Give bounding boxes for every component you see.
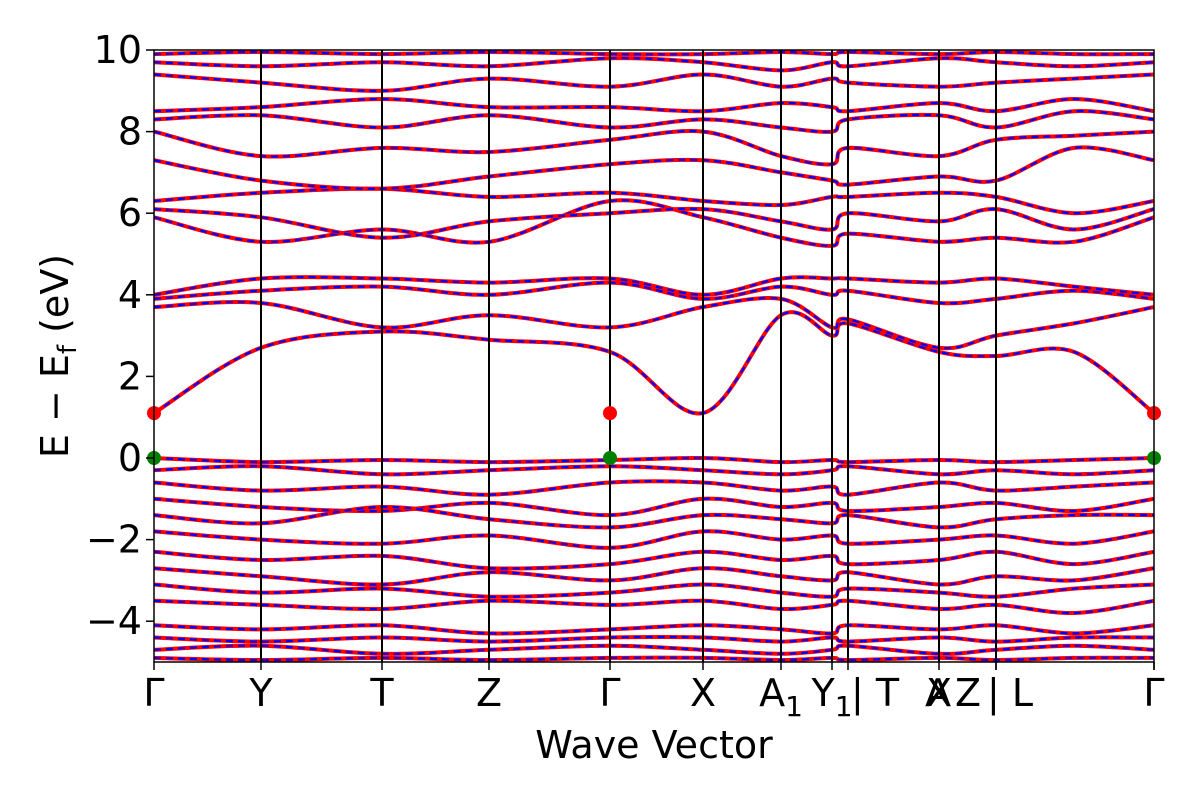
x-tick-label-9: X xyxy=(926,671,952,715)
valence-band-13-spin-down xyxy=(154,656,1154,662)
x-tick-label-4: Γ xyxy=(599,671,620,715)
vbm-marker-1 xyxy=(603,451,617,465)
x-tick-label-12: | L xyxy=(987,671,1033,716)
x-tick-label-13: Γ xyxy=(1143,671,1164,715)
bands-layer xyxy=(154,50,1154,662)
conduction-band-5-spin-down xyxy=(154,207,1154,239)
conduction-band-12-spin-down xyxy=(154,56,1154,72)
y-tick-label-5: 6 xyxy=(118,191,142,235)
valence-band-7-spin-down xyxy=(154,567,1154,586)
x-tick-subscript-7: 1 xyxy=(835,690,853,723)
conduction-band-11-spin-down xyxy=(154,73,1154,92)
valence-band-10-spin-down xyxy=(154,624,1154,635)
x-tick-label-3: Z xyxy=(476,671,502,715)
conduction-band-13-spin-down xyxy=(154,50,1154,56)
plot-frame xyxy=(153,49,1155,663)
valence-band-12-spin-down xyxy=(154,644,1154,655)
valence-band-11-spin-down xyxy=(154,635,1154,643)
valence-band-4-spin-down xyxy=(154,505,1154,529)
y-axis-label-subscript: f xyxy=(53,344,83,354)
y-axis-label: E − Ef (eV) xyxy=(33,254,83,458)
conduction-band-8-spin-down xyxy=(154,129,1154,166)
conduction-band-2-spin-down xyxy=(154,281,1154,305)
valence-band-5-spin-down xyxy=(154,530,1154,549)
y-tick-label-1: −2 xyxy=(86,518,142,562)
x-tick-label-0: Γ xyxy=(143,671,164,715)
x-tick-label-2: T xyxy=(369,671,394,715)
y-tick-label-7: 10 xyxy=(94,28,142,72)
y-axis-ticks: −4 −2 0 2 4 6 8 10 xyxy=(86,28,154,643)
x-tick-label-5: X xyxy=(690,671,716,715)
x-tick-label-10: A xyxy=(925,671,951,715)
valence-band-1-spin-down xyxy=(154,465,1154,476)
y-tick-label-2: 0 xyxy=(118,436,142,480)
y-axis-label-main: E − E xyxy=(33,354,77,458)
high-symmetry-lines xyxy=(260,50,997,662)
valence-band-8-spin-down xyxy=(154,583,1154,598)
conduction-band-3-spin-down xyxy=(154,276,1154,296)
x-tick-label-11: Z xyxy=(955,671,981,715)
valence-band-0-spin-down xyxy=(154,456,1154,464)
x-tick-subscript-6: 1 xyxy=(785,690,803,723)
y-axis-label-unit: (eV) xyxy=(33,254,77,345)
conduction-band-7-spin-down xyxy=(154,146,1154,190)
cbm-marker-1 xyxy=(603,406,617,421)
x-tick-label-1: Y xyxy=(248,671,273,715)
y-tick-label-4: 4 xyxy=(118,273,142,317)
valence-band-6-spin-down xyxy=(154,550,1154,570)
valence-band-2-spin-down xyxy=(154,480,1154,496)
y-tick-label-3: 2 xyxy=(118,354,142,398)
valence-band-3-spin-down xyxy=(154,497,1154,517)
x-tick-label-8: | T xyxy=(851,671,900,716)
y-tick-label-0: −4 xyxy=(86,599,142,643)
y-tick-label-6: 8 xyxy=(118,110,142,154)
x-axis-label: Wave Vector xyxy=(535,723,773,767)
